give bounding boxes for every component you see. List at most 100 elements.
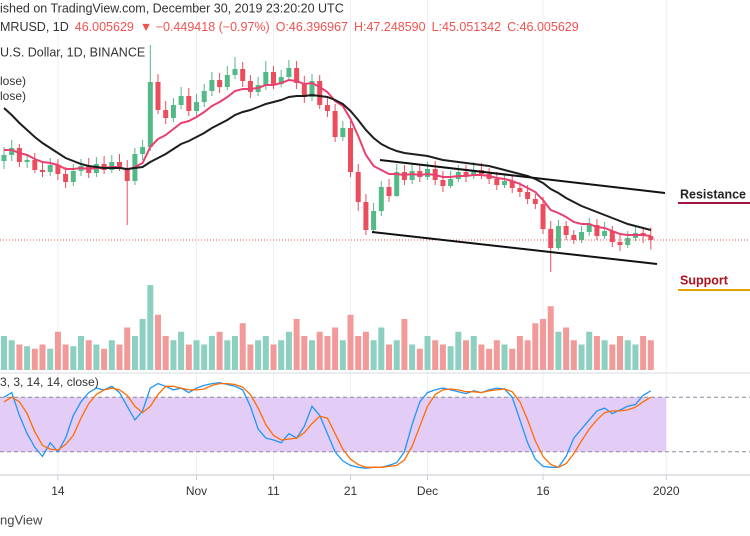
candle-body: [525, 192, 531, 199]
indicator-legend: lose): [0, 74, 26, 88]
candle-body: [448, 179, 454, 186]
volume-bar: [617, 336, 624, 370]
candle-body: [163, 110, 169, 118]
volume-bar: [54, 331, 61, 370]
volume-bar: [409, 344, 416, 370]
candle-body: [563, 226, 569, 235]
exchange-line: U.S. Dollar, 1D, BINANCE: [0, 45, 145, 59]
oscillator-band: [0, 397, 666, 452]
candle-body: [502, 181, 508, 185]
x-tick-label: 16: [536, 484, 550, 498]
volume-bar: [255, 340, 262, 370]
volume-bar: [162, 336, 169, 370]
volume-bar: [486, 348, 493, 370]
volume-bar: [570, 340, 577, 370]
volume-bar: [424, 336, 431, 370]
candle-body: [548, 229, 554, 248]
volume-bar: [493, 340, 500, 370]
volume-bar: [247, 344, 254, 370]
candle-body: [648, 236, 654, 240]
volume-bar: [355, 336, 362, 370]
volume-bar: [185, 344, 192, 370]
candle-body: [440, 180, 446, 186]
volume-bar: [301, 336, 308, 370]
candle-body: [363, 202, 369, 230]
candle-body: [24, 160, 30, 162]
volume-bar: [31, 348, 38, 370]
oscillator-legend: 3, 3, 14, 14, close): [0, 375, 99, 389]
volume-bar: [432, 340, 439, 370]
symbol-line: MRUSD, 1D 46.005629 ▼ −0.449418 (−0.97%) O:…: [0, 20, 579, 34]
candle-body: [309, 81, 315, 97]
volume-bar: [8, 340, 15, 370]
resistance-trendline: [379, 159, 666, 194]
x-tick-label: 14: [51, 484, 65, 498]
candle-body: [47, 165, 53, 172]
candle-body: [224, 75, 230, 87]
candle-body: [1, 155, 7, 161]
candle-body: [140, 147, 146, 154]
candle-body: [40, 170, 46, 172]
volume-bar: [316, 331, 323, 370]
volume-bar: [640, 336, 647, 370]
volume-bar: [108, 340, 115, 370]
candle-body: [147, 82, 153, 147]
candle-body: [617, 242, 623, 245]
volume-layer: [1, 285, 654, 370]
volume-bar: [586, 331, 593, 370]
candle-body: [178, 96, 184, 105]
resistance-label: Resistance: [680, 187, 746, 201]
indicator-legend: lose): [0, 89, 26, 103]
candle-body: [517, 188, 523, 192]
volume-bar: [578, 344, 585, 370]
volume-bar: [16, 344, 23, 370]
candle-body: [294, 68, 300, 83]
candle-body: [209, 80, 215, 91]
candle-body: [9, 148, 15, 155]
volume-bar: [1, 336, 8, 370]
candle-body: [217, 80, 223, 87]
volume-bar: [601, 340, 608, 370]
volume-bar: [555, 331, 562, 370]
oscillator-layer: [0, 381, 750, 469]
open-value: O:46.396967: [276, 20, 348, 34]
high-value: H:47.248590: [354, 20, 426, 34]
candle-body: [409, 171, 415, 180]
volume-bar: [447, 346, 454, 370]
volume-bar: [324, 336, 331, 370]
volume-bar: [70, 346, 77, 370]
close-value: C:46.005629: [507, 20, 579, 34]
volume-bar: [362, 331, 369, 370]
candle-body: [271, 72, 277, 84]
volume-bar: [516, 336, 523, 370]
candle-body: [70, 171, 76, 182]
volume-bar: [593, 336, 600, 370]
candle-body: [471, 170, 477, 176]
volume-bar: [563, 327, 570, 370]
candle-body: [348, 128, 354, 172]
volume-bar: [393, 340, 400, 370]
volume-bar: [124, 327, 131, 370]
volume-bar: [378, 327, 385, 370]
candle-body: [247, 81, 253, 92]
volume-bar: [201, 344, 208, 370]
candle-body: [240, 69, 246, 81]
volume-bar: [463, 340, 470, 370]
candle-body: [155, 82, 161, 110]
candle-body: [170, 105, 176, 118]
volume-bar: [178, 331, 185, 370]
volume-bar: [116, 344, 123, 370]
volume-bar: [455, 331, 462, 370]
volume-bar: [147, 285, 154, 370]
candle-body: [532, 199, 538, 204]
candle-body: [278, 77, 284, 84]
moving-average-line: [3, 93, 652, 231]
volume-bar: [624, 340, 631, 370]
volume-bar: [439, 344, 446, 370]
volume-bar: [131, 336, 138, 370]
candle-body: [555, 226, 561, 248]
candle-body: [371, 211, 377, 230]
candle-body: [201, 91, 207, 102]
candle-body: [386, 187, 392, 196]
